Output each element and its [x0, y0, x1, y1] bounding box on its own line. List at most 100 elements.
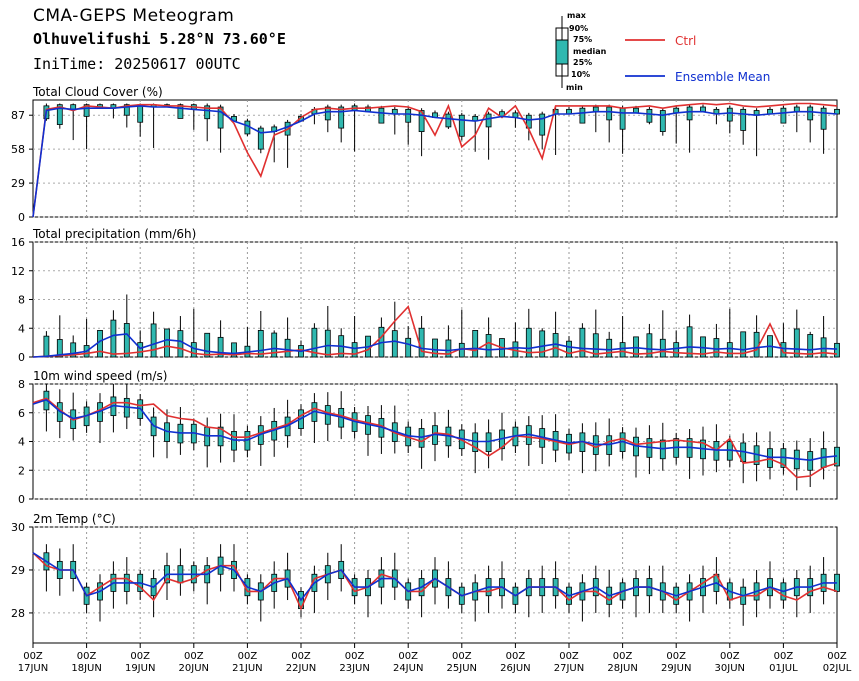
ctrl-series-line	[32, 397, 838, 479]
box-body	[726, 107, 733, 122]
ctrl-series-line	[32, 305, 838, 358]
box-body	[834, 108, 840, 115]
box-body	[780, 107, 787, 124]
box-body	[579, 107, 586, 124]
box-body	[485, 113, 492, 128]
box-body	[418, 327, 425, 358]
legend-box-inner	[555, 39, 569, 65]
x-tick-date-label: 24JUN	[393, 663, 423, 674]
legend-box-label: 75%	[573, 35, 592, 44]
box-body	[257, 127, 264, 150]
x-tick-date-label: 02JUL	[823, 663, 852, 674]
x-tick-hour-label: 00Z	[398, 651, 418, 662]
x-tick-date-label: 21JUN	[232, 663, 262, 674]
box-body	[646, 108, 653, 123]
y-tick-label: 6	[18, 407, 25, 420]
y-tick-label: 2	[18, 464, 25, 477]
y-tick-label: 29	[11, 177, 25, 190]
box-body	[97, 330, 103, 358]
x-tick-date-label: 23JUN	[339, 663, 369, 674]
y-tick-label: 8	[18, 378, 25, 391]
legend-box-label: 25%	[573, 58, 592, 67]
panel-title: 2m Temp (°C)	[33, 512, 116, 526]
y-tick-label: 4	[18, 322, 25, 335]
ensemble-mean-series-line	[32, 333, 838, 358]
box-body	[579, 327, 586, 358]
box-body	[793, 328, 800, 358]
box-body	[43, 335, 50, 358]
legend-mean-label: Ensemble Mean	[675, 70, 770, 84]
y-tick-label: 0	[18, 351, 25, 364]
box-body	[177, 104, 184, 119]
legend-box-label: 90%	[569, 24, 588, 33]
box-body	[432, 338, 438, 358]
box-body	[753, 331, 760, 358]
box-body	[566, 340, 572, 358]
x-tick-hour-label: 00Z	[720, 651, 740, 662]
ensemble-mean-series-line	[32, 398, 838, 462]
box-body	[726, 342, 733, 358]
x-tick-date-label: 22JUN	[286, 663, 316, 674]
box-body	[539, 113, 546, 136]
panel-title: Total precipitation (mm/6h)	[32, 227, 196, 241]
box-body	[445, 339, 452, 358]
x-tick-hour-label: 00Z	[130, 651, 150, 662]
location-label: Olhuvelifushi 5.28°N 73.60°E	[33, 30, 286, 48]
x-tick-hour-label: 00Z	[506, 651, 526, 662]
legend-box-label: max	[567, 11, 587, 20]
box-body	[271, 332, 278, 358]
box-body	[257, 330, 264, 358]
y-tick-label: 0	[18, 493, 25, 506]
box-body	[284, 338, 291, 358]
box-body	[204, 105, 211, 120]
y-tick-label: 30	[11, 521, 25, 534]
box-body	[673, 342, 680, 358]
init-time-label: IniTime: 20250617 00UTC	[33, 55, 241, 73]
box-body	[686, 106, 693, 121]
legend-ctrl-label: Ctrl	[675, 34, 696, 48]
x-tick-hour-label: 00Z	[23, 651, 43, 662]
x-tick-hour-label: 00Z	[559, 651, 579, 662]
box-body	[391, 330, 398, 358]
x-tick-date-label: 19JUN	[125, 663, 155, 674]
box-body	[619, 107, 626, 130]
box-body	[324, 106, 331, 121]
box-body	[110, 319, 117, 358]
y-tick-label: 29	[11, 564, 25, 577]
ensemble-mean-series-line	[32, 552, 837, 602]
x-tick-hour-label: 00Z	[77, 651, 97, 662]
box-body	[204, 332, 211, 358]
x-tick-date-label: 28JUN	[607, 663, 637, 674]
box-body	[405, 108, 412, 123]
box-body	[525, 327, 532, 358]
box-body	[378, 107, 385, 124]
x-tick-hour-label: 00Z	[184, 651, 204, 662]
x-tick-date-label: 27JUN	[554, 663, 584, 674]
box-body	[820, 337, 827, 358]
y-tick-label: 8	[18, 294, 25, 307]
box-body	[150, 323, 157, 358]
box-body	[217, 106, 224, 129]
box-body	[56, 104, 63, 125]
box-body	[351, 342, 358, 358]
x-tick-date-label: 20JUN	[179, 663, 209, 674]
box-body	[70, 342, 77, 358]
y-tick-label: 4	[18, 436, 25, 449]
box-body	[539, 330, 546, 358]
y-tick-label: 0	[18, 211, 25, 224]
ctrl-series-line	[32, 102, 838, 218]
y-tick-label: 12	[11, 265, 25, 278]
box-body	[311, 327, 318, 358]
box-body	[659, 338, 666, 358]
box-body	[217, 336, 224, 358]
box-body	[137, 342, 144, 358]
legend-box-label: median	[573, 47, 607, 56]
box-body	[619, 342, 626, 358]
x-tick-date-label: 18JUN	[71, 663, 101, 674]
box-body	[56, 339, 63, 358]
box-body	[123, 323, 130, 358]
box-body	[458, 114, 465, 137]
x-tick-date-label: 29JUN	[661, 663, 691, 674]
box-body	[83, 104, 90, 117]
box-body	[713, 338, 720, 358]
